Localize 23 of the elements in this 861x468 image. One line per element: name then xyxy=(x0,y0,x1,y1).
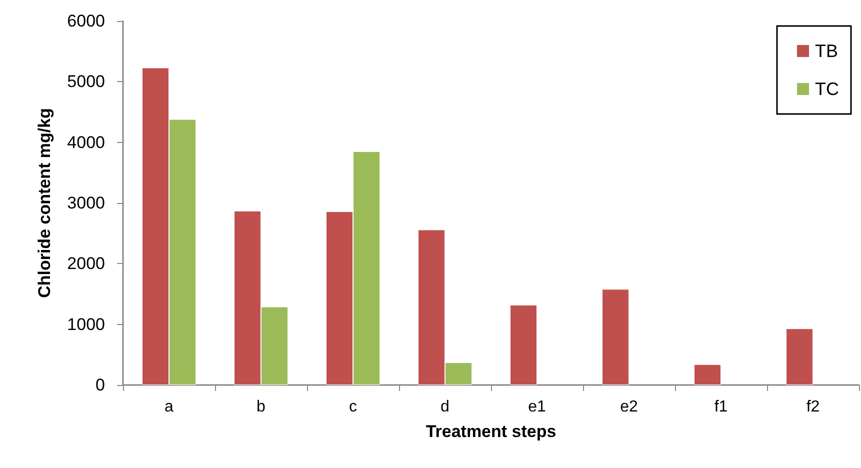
legend-label: TB xyxy=(815,41,838,61)
x-tick-label: f2 xyxy=(806,398,820,416)
x-tick-label: e2 xyxy=(620,398,638,416)
legend-label: TC xyxy=(815,79,840,99)
x-tick-label: b xyxy=(256,398,266,416)
bar xyxy=(694,364,721,385)
bar xyxy=(602,289,629,385)
y-tick-label: 2000 xyxy=(67,254,105,274)
x-tick-label: c xyxy=(349,398,357,416)
y-tick-label: 3000 xyxy=(67,194,105,212)
x-tick-label: f1 xyxy=(714,398,728,416)
x-tick-label: e1 xyxy=(528,398,546,416)
x-tick-label: a xyxy=(164,398,174,416)
y-tick-label: 6000 xyxy=(67,12,105,30)
y-tick-label: 4000 xyxy=(67,132,105,152)
bar xyxy=(786,328,813,385)
x-tick-label: d xyxy=(440,398,450,416)
y-tick-label: 5000 xyxy=(67,72,105,92)
x-axis-title: Treatment steps xyxy=(426,422,556,441)
bar xyxy=(510,304,537,385)
y-tick-label: 0 xyxy=(96,376,105,394)
y-axis-title: Chloride content mg/kg xyxy=(35,108,54,298)
y-tick-label: 1000 xyxy=(67,314,105,334)
